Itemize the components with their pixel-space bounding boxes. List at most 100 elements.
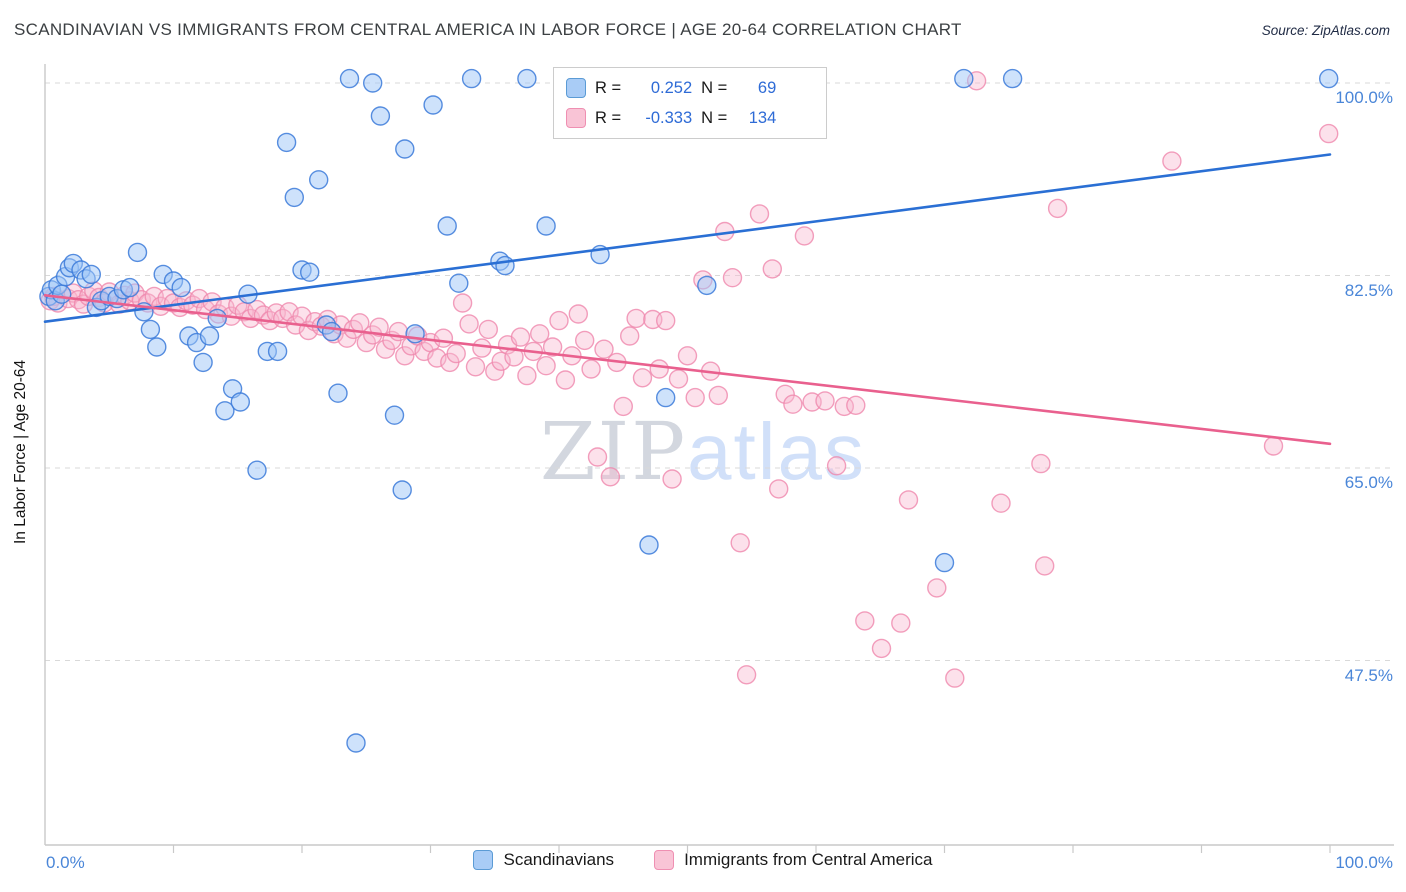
scatter-point: [1318, 123, 1339, 144]
n-label: N =: [701, 78, 728, 97]
scatter-point: [632, 368, 653, 388]
scatter-point: [846, 395, 866, 415]
watermark-zip-text: ZIP: [540, 405, 688, 498]
scatter-point: [639, 535, 659, 555]
scatter-point: [120, 277, 140, 298]
scatter-point: [449, 273, 469, 293]
scatter-point: [954, 68, 974, 89]
scatter-point: [1034, 556, 1055, 576]
scatter-point: [339, 68, 360, 89]
scatter-point: [517, 365, 537, 386]
scatter-point: [478, 319, 498, 340]
scatter-point: [193, 352, 213, 373]
scatter-point: [871, 638, 892, 659]
scatter-point: [600, 467, 621, 487]
y-axis-label: In Labor Force | Age 20-64: [12, 359, 29, 545]
scatter-point: [536, 216, 556, 236]
scatter-point: [568, 304, 588, 324]
trend-line: [43, 153, 1332, 324]
scatter-point: [267, 341, 288, 362]
series-legend: Scandinavians Immigrants from Central Am…: [0, 850, 1406, 870]
scatter-point: [230, 392, 251, 412]
scatter-point: [369, 317, 389, 337]
scatter-point: [328, 383, 348, 403]
scatter-point: [472, 338, 492, 358]
scatter-point: [542, 337, 563, 357]
page-title: SCANDINAVIAN VS IMMIGRANTS FROM CENTRAL …: [14, 20, 962, 39]
scatter-point: [762, 259, 782, 279]
zipatlas-watermark: ZIPatlas: [0, 405, 1406, 498]
legend-label-central-america: Immigrants from Central America: [684, 850, 933, 869]
scatter-point: [504, 347, 524, 367]
scatter-point: [247, 460, 267, 480]
legend-row-scandinavians: R = 0.252 N = 69: [566, 75, 814, 101]
r-label: R =: [595, 78, 622, 97]
scatter-point: [677, 346, 698, 366]
scatter-point: [147, 337, 167, 357]
scatter-point: [346, 733, 366, 753]
scatter-point: [395, 346, 415, 366]
r-value-scandinavians: 0.252: [650, 78, 693, 97]
scatter-point: [536, 356, 556, 376]
scatter-point: [668, 369, 689, 389]
scatter-point: [945, 668, 965, 688]
trend-line: [43, 293, 1332, 446]
scatter-point: [276, 132, 297, 153]
scatter-point: [991, 493, 1011, 513]
scatter-point: [783, 394, 803, 414]
scatter-point: [465, 357, 486, 377]
scatter-point: [215, 401, 235, 421]
scatter-point: [620, 326, 640, 346]
scatter-point: [171, 277, 191, 298]
scatter-point: [736, 665, 757, 685]
scatter-point: [581, 359, 601, 379]
scatter-point: [722, 268, 743, 288]
scatter-point: [517, 68, 537, 89]
n-value-central-america: 134: [748, 108, 777, 127]
legend-label-scandinavians: Scandinavians: [503, 850, 615, 869]
scatter-point: [794, 226, 815, 246]
scatter-point: [370, 106, 391, 126]
scatter-point: [891, 613, 911, 633]
scatter-point: [309, 170, 329, 190]
scatter-point: [730, 533, 750, 553]
scatter-point: [555, 370, 576, 390]
blue-series-swatch-icon: [566, 78, 586, 98]
scatter-point: [662, 469, 682, 489]
scatter-point: [495, 255, 515, 276]
scatter-point: [433, 328, 454, 348]
legend-item-scandinavians: Scandinavians: [473, 850, 614, 870]
scatter-point: [594, 339, 614, 359]
scatter-point: [127, 242, 148, 263]
scatter-point: [530, 324, 550, 344]
scatter-point: [927, 578, 947, 598]
scatter-point: [446, 343, 466, 364]
source-attribution: Source: ZipAtlas.com: [1261, 23, 1390, 38]
scatter-point: [510, 327, 531, 347]
scatter-point: [395, 139, 415, 159]
scatter-point: [363, 73, 383, 93]
scatter-point: [697, 275, 717, 296]
scatter-point: [207, 308, 227, 329]
scatter-point: [52, 284, 72, 304]
y-tick-label: 82.5%: [1344, 280, 1393, 300]
scatter-point: [587, 447, 608, 467]
y-tick-label: 47.5%: [1344, 665, 1393, 685]
pink-series-swatch-icon: [566, 108, 586, 128]
scatter-point: [140, 319, 161, 340]
scatter-point: [485, 361, 505, 381]
scatter-point: [423, 95, 443, 115]
n-value-scandinavians: 69: [757, 78, 777, 97]
scatter-point: [898, 490, 919, 510]
scatter-point: [649, 359, 669, 379]
correlation-legend-box: R = 0.252 N = 69 R = -0.333 N = 134: [553, 67, 827, 139]
scatter-point: [1263, 436, 1284, 456]
pink-series-swatch-icon: [654, 850, 675, 870]
n-label: N =: [701, 108, 728, 127]
r-label: R =: [595, 108, 622, 127]
scatter-point: [199, 326, 220, 346]
scatter-point: [815, 391, 835, 411]
x-axis-min-label: 0.0%: [46, 853, 85, 872]
scatter-point: [656, 387, 676, 408]
